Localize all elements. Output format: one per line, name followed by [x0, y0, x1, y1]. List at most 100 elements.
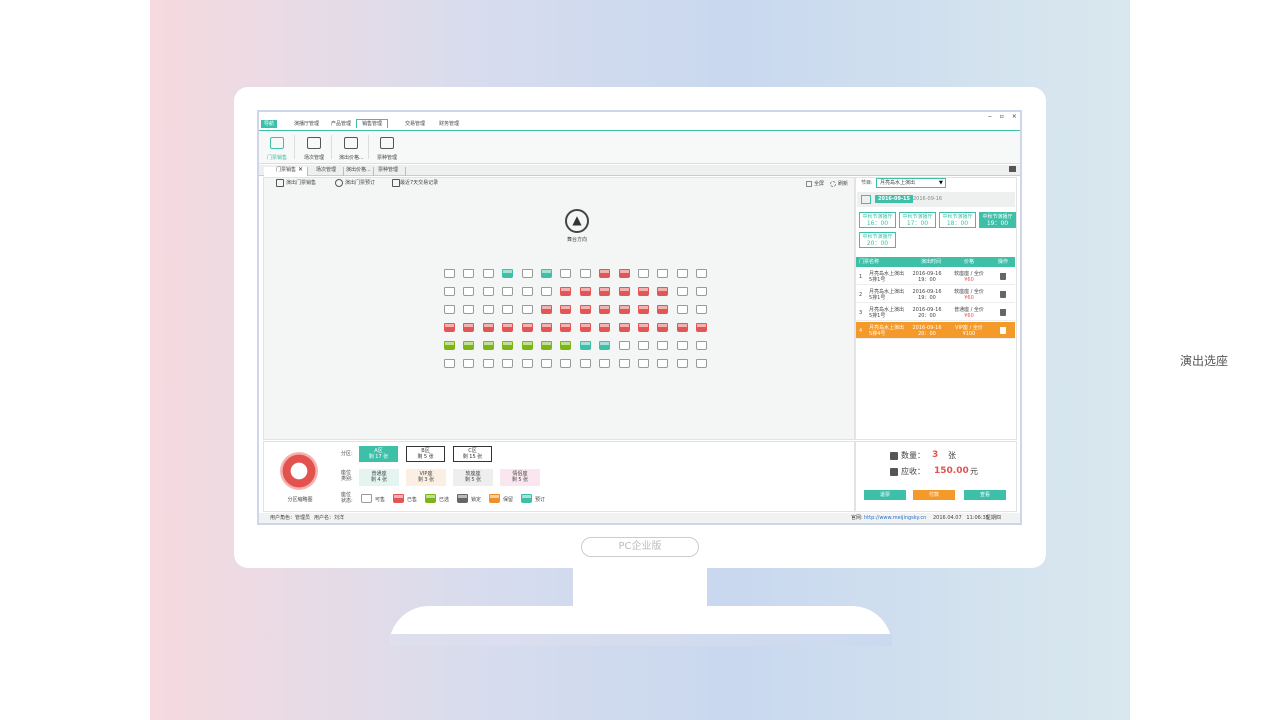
seat-type-card[interactable] [406, 469, 446, 486]
seat[interactable] [599, 287, 611, 296]
seat-type-card[interactable] [359, 469, 399, 486]
seat[interactable] [521, 341, 533, 350]
seat[interactable] [463, 323, 475, 332]
seat[interactable] [696, 269, 708, 278]
order-button[interactable]: 查看 [964, 490, 1006, 500]
seat[interactable] [676, 287, 688, 296]
seat-type-card[interactable] [500, 469, 540, 486]
seat[interactable] [696, 323, 708, 332]
seat[interactable] [657, 287, 669, 296]
tab-close[interactable]: ✕ [298, 166, 304, 173]
seat[interactable] [541, 305, 552, 314]
seat[interactable] [502, 323, 514, 332]
program-select[interactable]: 月亮岛水上演出 [876, 178, 946, 188]
seat[interactable] [560, 341, 572, 350]
menu-tab[interactable]: 演播厅管理 [294, 121, 320, 127]
seat[interactable] [676, 359, 688, 368]
seat[interactable] [463, 305, 475, 314]
date-tab[interactable]: 2016-09-16 [913, 196, 943, 202]
zone-map[interactable] [280, 452, 318, 490]
action-label[interactable]: 演出门票预订 [345, 180, 376, 186]
menu-tab[interactable]: 销售管理 [356, 119, 389, 128]
seat[interactable] [502, 359, 514, 368]
seat[interactable] [676, 269, 688, 278]
seat[interactable] [444, 287, 455, 296]
date-tab[interactable]: 2016-09-15 [875, 195, 913, 203]
seat[interactable] [657, 359, 669, 368]
ticket-row[interactable] [856, 286, 1015, 303]
seat[interactable] [560, 287, 572, 296]
seat[interactable] [521, 269, 533, 278]
seat[interactable] [638, 341, 649, 350]
action-label[interactable]: 最近7天交易记录 [400, 180, 439, 186]
menu-tab[interactable]: 产品管理 [331, 121, 352, 127]
seat[interactable] [618, 323, 630, 332]
menu-tab[interactable]: 财务管理 [439, 121, 460, 127]
zone-card[interactable] [359, 446, 398, 462]
seat[interactable] [502, 305, 514, 314]
seat[interactable] [560, 359, 572, 368]
seat[interactable] [502, 269, 514, 278]
seat[interactable] [463, 269, 475, 278]
seat[interactable] [676, 341, 688, 350]
seat[interactable] [696, 305, 708, 314]
ticket-row[interactable] [856, 268, 1015, 285]
seat[interactable] [696, 287, 708, 296]
seat[interactable] [541, 269, 552, 278]
seat[interactable] [696, 359, 708, 368]
delete-button[interactable] [1000, 327, 1006, 334]
ticket-row[interactable] [856, 304, 1015, 321]
seat[interactable] [482, 341, 494, 350]
seat[interactable] [444, 341, 455, 350]
seat[interactable] [599, 323, 611, 332]
toolbar-label[interactable]: 演出价格... [339, 155, 364, 161]
seat[interactable] [618, 341, 630, 350]
doc-tab[interactable]: 场次管理 [312, 167, 344, 176]
seat[interactable] [579, 305, 591, 314]
seat[interactable] [599, 269, 611, 278]
seat[interactable] [482, 269, 494, 278]
seat[interactable] [599, 359, 611, 368]
seat[interactable] [482, 305, 494, 314]
seat[interactable] [541, 287, 552, 296]
toolbar-label[interactable]: 场次管理 [303, 155, 324, 161]
seat[interactable] [463, 359, 475, 368]
session-card[interactable] [979, 212, 1016, 228]
session-card[interactable] [859, 232, 896, 248]
order-button[interactable]: 付款 [913, 490, 955, 500]
action-label[interactable]: 演出门票销售 [286, 180, 317, 186]
seat[interactable] [541, 359, 552, 368]
seat[interactable] [560, 269, 572, 278]
toolbar-icon[interactable] [307, 137, 321, 149]
session-card[interactable] [939, 212, 976, 228]
seat[interactable] [638, 359, 649, 368]
zone-card[interactable] [406, 446, 445, 462]
seat[interactable] [482, 323, 494, 332]
seat[interactable] [541, 323, 552, 332]
seat[interactable] [502, 341, 514, 350]
seat[interactable] [696, 341, 708, 350]
seat[interactable] [444, 269, 455, 278]
menu-tab[interactable]: 交易管理 [405, 121, 426, 127]
seat[interactable] [502, 287, 514, 296]
seat[interactable] [541, 341, 552, 350]
view-action[interactable]: 刷新 [838, 181, 849, 187]
seat[interactable] [579, 287, 591, 296]
seat[interactable] [579, 269, 591, 278]
seat[interactable] [676, 305, 688, 314]
seat[interactable] [618, 359, 630, 368]
delete-button[interactable] [1000, 309, 1006, 316]
action-icon[interactable] [276, 179, 284, 187]
seat[interactable] [657, 305, 669, 314]
seat[interactable] [521, 305, 533, 314]
seat[interactable] [560, 323, 572, 332]
delete-button[interactable] [1000, 273, 1006, 280]
seat[interactable] [482, 287, 494, 296]
action-icon[interactable] [335, 179, 343, 187]
seat[interactable] [618, 305, 630, 314]
seat[interactable] [579, 323, 591, 332]
seat[interactable] [444, 323, 455, 332]
seat[interactable] [463, 341, 475, 350]
view-action[interactable]: 全屏 [814, 181, 825, 187]
seat[interactable] [676, 323, 688, 332]
